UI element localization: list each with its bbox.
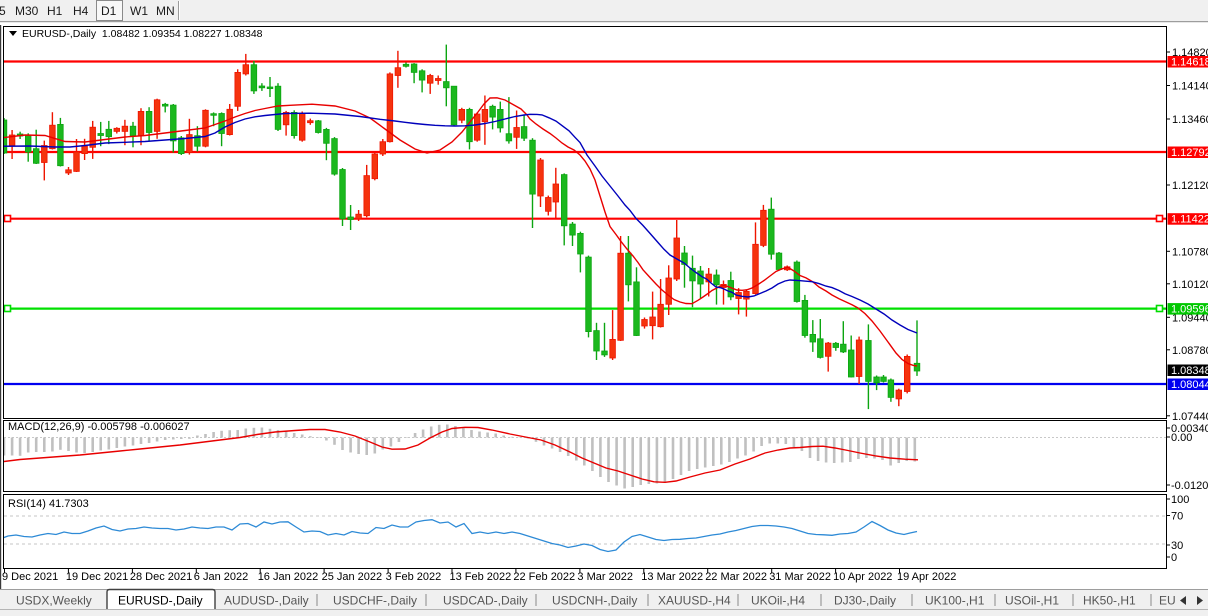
svg-text:MN: MN	[156, 4, 175, 18]
svg-text:EURUSD-,Daily: EURUSD-,Daily	[118, 594, 203, 608]
svg-text:1.08780: 1.08780	[1172, 345, 1208, 357]
svg-text:-0.012058: -0.012058	[1171, 480, 1208, 492]
svg-text:M30: M30	[15, 4, 39, 18]
svg-text:10 Apr 2022: 10 Apr 2022	[833, 571, 892, 583]
svg-text:H4: H4	[73, 4, 89, 18]
svg-text:USDCNH-,Daily: USDCNH-,Daily	[552, 594, 637, 608]
svg-text:1.10120: 1.10120	[1172, 279, 1208, 291]
svg-text:31 Mar 2022: 31 Mar 2022	[769, 571, 831, 583]
svg-text:W1: W1	[130, 4, 148, 18]
svg-text:USDCHF-,Daily: USDCHF-,Daily	[333, 594, 417, 608]
svg-text:0: 0	[1171, 552, 1177, 564]
svg-text:D1: D1	[101, 4, 117, 18]
svg-text:13 Feb 2022: 13 Feb 2022	[450, 571, 512, 583]
svg-text:DJ30-,Daily: DJ30-,Daily	[834, 594, 896, 608]
svg-text:RSI(14) 41.7303: RSI(14) 41.7303	[8, 498, 89, 510]
svg-text:1.10780: 1.10780	[1172, 246, 1208, 258]
svg-text:USDX,Weekly: USDX,Weekly	[16, 594, 92, 608]
svg-text:HK50-,H1: HK50-,H1	[1083, 594, 1136, 608]
svg-text:EU: EU	[1159, 594, 1176, 608]
svg-text:1.08348: 1.08348	[1171, 365, 1208, 377]
svg-text:70: 70	[1171, 511, 1183, 523]
svg-text:USDCAD-,Daily: USDCAD-,Daily	[443, 594, 528, 608]
svg-text:UK100-,H1: UK100-,H1	[925, 594, 985, 608]
svg-text:H1: H1	[47, 4, 63, 18]
svg-text:AUDUSD-,Daily: AUDUSD-,Daily	[224, 594, 309, 608]
svg-text:1.12120: 1.12120	[1172, 180, 1208, 192]
svg-text:1.13460: 1.13460	[1172, 114, 1208, 126]
svg-text:9 Dec 2021: 9 Dec 2021	[2, 571, 58, 583]
svg-text:0.00: 0.00	[1171, 432, 1192, 444]
svg-text:13 Mar 2022: 13 Mar 2022	[641, 571, 703, 583]
svg-text:1.14618: 1.14618	[1171, 57, 1208, 69]
svg-text:3 Mar 2022: 3 Mar 2022	[577, 571, 633, 583]
svg-text:6 Jan 2022: 6 Jan 2022	[194, 571, 248, 583]
svg-text:1.09596: 1.09596	[1171, 304, 1208, 316]
svg-text:1.07440: 1.07440	[1172, 411, 1208, 423]
svg-text:EURUSD-,Daily 1.08482 1.09354: EURUSD-,Daily 1.08482 1.09354 1.08227 1.…	[22, 28, 263, 40]
svg-text:USOil-,H1: USOil-,H1	[1005, 594, 1059, 608]
svg-text:28 Dec 2021: 28 Dec 2021	[130, 571, 192, 583]
svg-text:3 Feb 2022: 3 Feb 2022	[386, 571, 442, 583]
svg-text:MACD(12,26,9) -0.005798 -0.006: MACD(12,26,9) -0.005798 -0.006027	[8, 421, 190, 433]
svg-text:0.003408: 0.003408	[1171, 423, 1208, 435]
svg-text:25 Jan 2022: 25 Jan 2022	[322, 571, 383, 583]
svg-text:100: 100	[1171, 494, 1189, 506]
svg-text:1.11422: 1.11422	[1171, 214, 1208, 226]
svg-text:1.14140: 1.14140	[1172, 81, 1208, 93]
svg-text:UKOil-,H4: UKOil-,H4	[751, 594, 805, 608]
svg-text:19 Apr 2022: 19 Apr 2022	[897, 571, 956, 583]
svg-text:1.09440: 1.09440	[1172, 312, 1208, 324]
svg-text:1.12792: 1.12792	[1171, 147, 1208, 159]
svg-text:22 Feb 2022: 22 Feb 2022	[513, 571, 575, 583]
svg-text:30: 30	[1171, 540, 1183, 552]
svg-text:1.08044: 1.08044	[1171, 379, 1208, 391]
svg-text:XAUUSD-,H4: XAUUSD-,H4	[658, 594, 731, 608]
svg-text:19 Dec 2021: 19 Dec 2021	[66, 571, 128, 583]
svg-text:16 Jan 2022: 16 Jan 2022	[258, 571, 319, 583]
svg-text:22 Mar 2022: 22 Mar 2022	[705, 571, 767, 583]
svg-text:5: 5	[0, 4, 6, 18]
